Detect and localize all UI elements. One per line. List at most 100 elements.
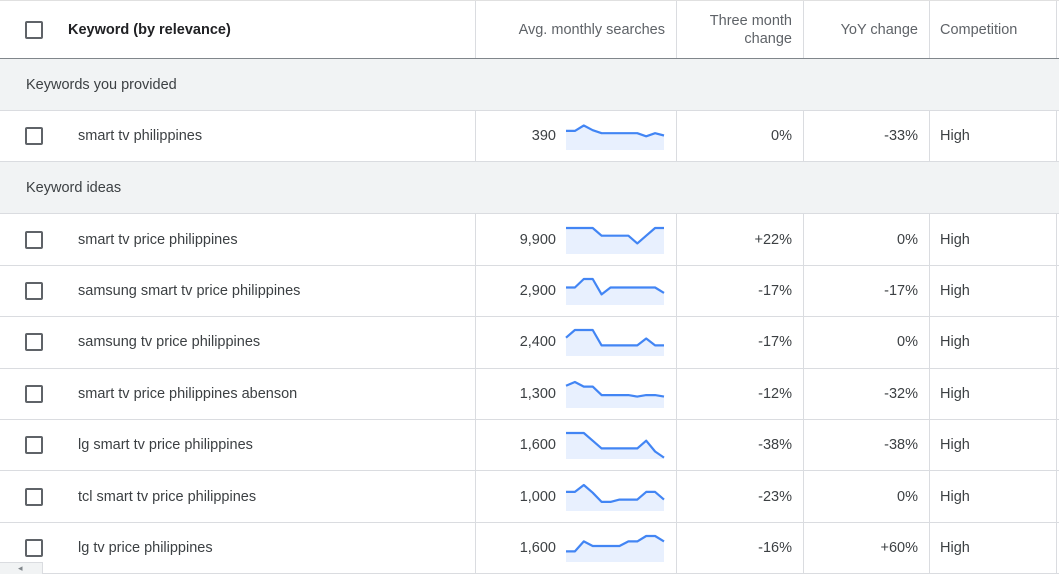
competition-cell: High [930, 214, 1057, 265]
yoy-cell: 0% [804, 317, 930, 368]
table-body: Keywords you provided smart tv philippine… [0, 59, 1059, 574]
avg-searches-value: 9,900 [519, 231, 556, 248]
trend-sparkline [566, 432, 665, 460]
header-competition-label: Competition [940, 21, 1018, 38]
keyword-text: lg tv price philippines [78, 539, 213, 556]
yoy-cell: +60% [804, 522, 930, 574]
three-month-cell: 0% [677, 111, 804, 162]
horizontal-scrollbar[interactable]: ◂ [0, 562, 43, 574]
keyword-cell: smart tv price philippines abenson [0, 368, 476, 419]
keyword-cell: samsung smart tv price philippines [0, 265, 476, 317]
yoy-value: +60% [880, 539, 919, 556]
competition-value: High [940, 128, 970, 145]
avg-searches-cell: 9,900 [476, 214, 677, 265]
competition-cell: High [930, 419, 1057, 471]
competition-value: High [940, 488, 970, 505]
row-checkbox[interactable] [25, 230, 43, 249]
three-month-cell: -38% [677, 419, 804, 471]
three-month-value: -23% [758, 488, 792, 505]
keyword-text: samsung tv price philippines [78, 334, 261, 351]
avg-searches-cell: 1,600 [476, 419, 677, 471]
three-month-value: -17% [758, 282, 792, 299]
header-three-month-change[interactable]: Three month change [677, 1, 804, 58]
three-month-cell: -16% [677, 522, 804, 574]
keyword-cell: lg tv price philippines [0, 522, 476, 574]
row-checkbox[interactable] [25, 436, 43, 455]
yoy-cell: -32% [804, 368, 930, 419]
keyword-cell: tcl smart tv price philippines [0, 471, 476, 522]
avg-searches-cell: 1,000 [476, 471, 677, 522]
header-keyword[interactable]: Keyword (by relevance) [0, 1, 476, 58]
group-header: Keywords you provided [0, 59, 1059, 111]
header-keyword-label: Keyword (by relevance) [68, 21, 231, 38]
table-row: samsung tv price philippines 2,400 -17% 0% H… [0, 317, 1059, 369]
row-checkbox[interactable] [25, 538, 43, 557]
table-row: lg tv price philippines 1,600 -16% +60% High [0, 522, 1059, 574]
keyword-text: smart tv price philippines abenson [78, 385, 298, 402]
header-yoy-change[interactable]: YoY change [804, 1, 930, 58]
trend-sparkline [566, 483, 665, 511]
yoy-value: -38% [884, 437, 918, 454]
table-row: smart tv philippines 390 0% -33% High [0, 111, 1059, 163]
competition-value: High [940, 385, 970, 402]
three-month-cell: -23% [677, 471, 804, 522]
header-3m-label: Three month change [709, 12, 792, 47]
yoy-cell: 0% [804, 471, 930, 522]
competition-cell: High [930, 317, 1057, 368]
yoy-value: -32% [884, 385, 918, 402]
avg-searches-value: 1,600 [519, 539, 556, 556]
avg-searches-value: 1,600 [519, 437, 556, 454]
competition-cell: High [930, 471, 1057, 522]
keyword-cell: lg smart tv price philippines [0, 419, 476, 471]
keyword-cell: smart tv price philippines [0, 214, 476, 265]
avg-searches-cell: 390 [476, 111, 677, 162]
row-checkbox[interactable] [25, 127, 43, 146]
yoy-cell: -33% [804, 111, 930, 162]
yoy-cell: -17% [804, 265, 930, 317]
avg-searches-cell: 2,900 [476, 265, 677, 317]
yoy-cell: 0% [804, 214, 930, 265]
competition-value: High [940, 437, 970, 454]
three-month-value: +22% [754, 231, 793, 248]
avg-searches-value: 390 [531, 128, 556, 145]
yoy-value: -17% [884, 282, 918, 299]
avg-searches-cell: 1,600 [476, 522, 677, 574]
keyword-text: smart tv price philippines [78, 231, 238, 248]
three-month-value: -12% [758, 385, 792, 402]
table-header: Keyword (by relevance) Avg. monthly sear… [0, 0, 1059, 59]
competition-value: High [940, 539, 970, 556]
select-all-checkbox[interactable] [25, 20, 43, 39]
three-month-cell: -17% [677, 265, 804, 317]
row-checkbox[interactable] [25, 281, 43, 300]
trend-sparkline [566, 534, 665, 562]
avg-searches-cell: 2,400 [476, 317, 677, 368]
three-month-cell: -17% [677, 317, 804, 368]
group-label: Keywords you provided [26, 76, 177, 93]
avg-searches-cell: 1,300 [476, 368, 677, 419]
trend-sparkline [565, 329, 664, 357]
row-checkbox[interactable] [25, 487, 43, 506]
competition-cell: High [930, 111, 1057, 162]
row-checkbox[interactable] [25, 333, 43, 352]
table-row: smart tv price philippines abenson 1,300 -… [0, 368, 1059, 420]
competition-cell: High [930, 368, 1057, 419]
row-checkbox[interactable] [25, 384, 43, 403]
yoy-value: -33% [884, 128, 918, 145]
trend-sparkline [565, 380, 665, 408]
three-month-cell: -12% [677, 368, 804, 419]
trend-sparkline [566, 124, 665, 151]
table-row: samsung smart tv price philippines 2,900 -… [0, 265, 1059, 318]
keyword-cell: samsung tv price philippines [0, 317, 476, 368]
competition-value: High [940, 282, 970, 299]
competition-value: High [940, 334, 970, 351]
trend-sparkline [566, 277, 665, 305]
header-avg-label: Avg. monthly searches [518, 21, 665, 38]
keyword-text: lg smart tv price philippines [78, 437, 253, 454]
header-avg-monthly-searches[interactable]: Avg. monthly searches [476, 1, 677, 58]
scroll-left-icon[interactable]: ◂ [18, 563, 23, 573]
header-competition[interactable]: Competition [930, 1, 1057, 58]
keyword-cell: smart tv philippines [0, 111, 476, 162]
table-row: lg smart tv price philippines 1,600 -38% -3… [0, 419, 1059, 472]
keyword-text: smart tv philippines [78, 128, 203, 145]
